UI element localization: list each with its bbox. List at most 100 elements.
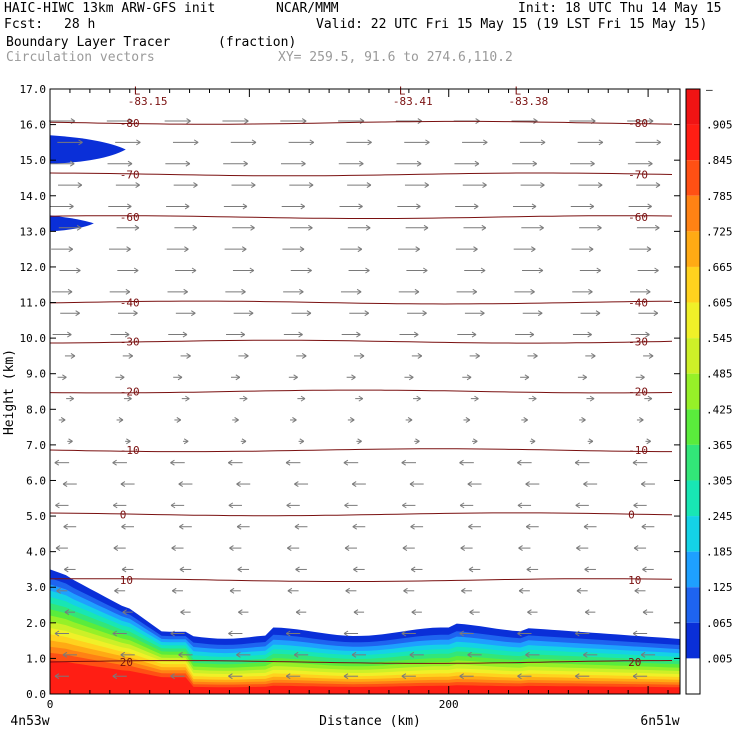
y-tick-label: 1.0	[26, 652, 46, 665]
vector-arrow	[54, 630, 69, 637]
vector-arrow	[174, 417, 182, 423]
vector-arrow	[58, 417, 66, 423]
vector-arrow	[293, 651, 309, 658]
org-label: NCAR/MMM	[276, 1, 339, 16]
vector-arrow	[469, 609, 480, 616]
vector-arrow	[346, 139, 372, 146]
vector-arrow	[125, 438, 131, 445]
vector-arrow	[470, 395, 479, 402]
field-name: Boundary Layer Tracer	[6, 35, 171, 50]
isotherm-label: 20	[628, 656, 641, 669]
vector-arrow	[180, 352, 191, 359]
vector-arrow	[517, 630, 532, 637]
plot-frame	[49, 88, 681, 695]
vector-arrow	[402, 502, 416, 509]
vector-arrow	[115, 139, 141, 146]
low-value: -83.38	[509, 95, 549, 108]
vector-arrow	[627, 160, 653, 167]
isotherm-label: -20	[628, 386, 648, 399]
colorbar-swatch	[686, 124, 700, 161]
vector-arrow	[294, 523, 308, 530]
vector-arrow	[340, 246, 363, 253]
init-time: Init: 18 UTC Thu 14 May 15	[518, 1, 722, 16]
vector-arrow	[58, 182, 83, 189]
vector-arrow	[585, 352, 596, 359]
isotherm-line	[49, 448, 672, 453]
vector-arrow	[401, 630, 416, 637]
isotherm-contours: 20 20 10 10 0 0 -10 -10 -20 -20 -30 -30 -40 -40 -60 -60…	[49, 84, 673, 669]
vector-arrow	[349, 310, 370, 317]
vector-arrow	[238, 352, 249, 359]
isotherm-label: -30	[120, 336, 140, 349]
vector-arrow	[525, 523, 539, 530]
vector-arrow	[397, 203, 421, 210]
vector-arrow	[64, 566, 76, 573]
vector-arrow	[518, 545, 531, 552]
vector-arrow	[401, 673, 416, 680]
vector-arrow	[290, 267, 312, 274]
vector-arrow	[113, 545, 126, 552]
model-title: HAIC-HIWC 13km ARW-GFS init	[4, 1, 216, 16]
vector-arrow	[118, 310, 138, 317]
vector-arrow	[123, 395, 132, 402]
vector-arrow	[643, 352, 654, 359]
vector-arrow	[630, 331, 650, 338]
vector-arrow	[122, 609, 133, 616]
vector-arrow	[62, 481, 77, 487]
vector-arrow	[584, 609, 596, 616]
vector-arrow	[52, 331, 72, 338]
vector-arrow	[285, 673, 301, 680]
isotherm-label: -60	[628, 211, 648, 224]
vector-arrow	[398, 288, 420, 295]
valid-time: Valid: 22 UTC Fri 15 May 15 (19 LST Fri …	[316, 17, 708, 32]
vector-arrow	[121, 523, 135, 530]
forecast-hour: 28 h	[64, 17, 96, 32]
vector-arrow	[459, 459, 474, 466]
vector-arrow	[229, 587, 241, 594]
vector-arrow	[353, 566, 365, 573]
vector-arrow	[459, 630, 474, 637]
vector-arrow	[54, 673, 69, 680]
vector-arrow	[175, 267, 197, 274]
vector-arrow	[167, 288, 188, 295]
low-value: -83.15	[128, 95, 168, 108]
vector-arrow	[175, 310, 196, 317]
low-marker: L	[134, 84, 141, 97]
vector-arrow	[398, 246, 420, 253]
vector-arrow	[517, 502, 532, 509]
vector-arrow	[178, 481, 193, 487]
vector-arrow	[347, 182, 372, 189]
isotherm-label: -60	[120, 211, 140, 224]
isotherm-label: -10	[628, 444, 648, 457]
vector-arrow	[527, 352, 538, 359]
forecast-label: Fcst:	[4, 17, 44, 32]
vector-arrow	[298, 438, 305, 445]
isotherm-label: 10	[120, 574, 133, 587]
vector-arrow	[107, 160, 133, 167]
tracer-band-13	[50, 652, 680, 694]
vector-arrow	[227, 459, 243, 466]
vector-arrow	[58, 224, 82, 231]
vector-arrow	[170, 630, 185, 637]
colorbar-swatch	[686, 409, 700, 445]
vector-arrow	[579, 417, 586, 423]
vector-arrow	[455, 203, 479, 210]
vector-arrow	[233, 310, 254, 317]
colorbar-label: .185	[706, 546, 733, 559]
vector-arrow	[586, 395, 595, 402]
vector-arrow	[297, 395, 306, 402]
vector-arrow	[285, 630, 301, 637]
isotherm-label: -10	[120, 444, 140, 457]
axes: 0.0 1.0 2.0 3.0 4.0 5.0 6.0 7.0 8.0 9.0 10.0 11.0 12…	[20, 83, 680, 711]
vector-arrow	[280, 160, 306, 167]
vector-arrow	[229, 545, 242, 552]
y-tick-label: 6.0	[26, 474, 46, 487]
low-value: -83.41	[393, 95, 433, 108]
vector-arrow	[64, 352, 76, 359]
vector-arrow	[66, 395, 75, 402]
vector-arrow	[173, 374, 183, 381]
colorbar-label: .005	[706, 652, 733, 665]
isotherm-line	[49, 578, 673, 582]
low-marker: L	[399, 84, 406, 97]
vector-arrow	[290, 417, 297, 423]
